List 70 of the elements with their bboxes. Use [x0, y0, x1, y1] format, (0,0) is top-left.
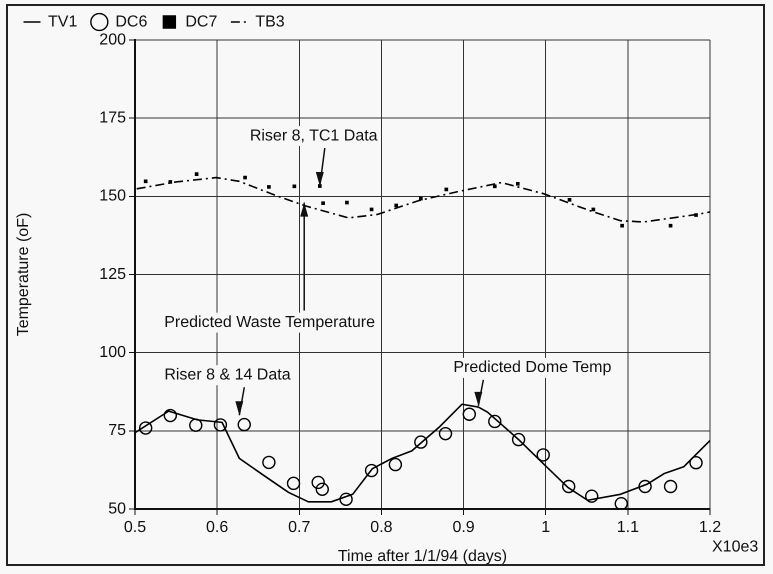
- point: [620, 224, 624, 228]
- y-axis-title: Temperature (oF): [15, 212, 32, 336]
- y-tick-label: 75: [108, 422, 126, 440]
- legend-label: TV1: [48, 13, 78, 30]
- x-tick-label: 1.1: [616, 519, 640, 536]
- point: [512, 432, 526, 446]
- point: [516, 182, 520, 186]
- point: [585, 489, 598, 503]
- point: [238, 418, 251, 432]
- x-tick-label: 0.7: [288, 519, 311, 536]
- point: [664, 480, 678, 494]
- point: [488, 414, 502, 428]
- point: [345, 200, 349, 204]
- point: [592, 208, 596, 212]
- point: [214, 418, 228, 432]
- point: [444, 188, 448, 192]
- point: [689, 456, 703, 470]
- annotation: Predicted Dome Temp: [453, 359, 612, 376]
- y-tick-label: 100: [99, 344, 126, 362]
- x-tick-label: 0.9: [452, 519, 475, 536]
- point: [562, 480, 576, 494]
- point: [189, 418, 202, 432]
- annotation: Predicted Waste Temperature: [164, 314, 376, 331]
- point: [492, 184, 497, 188]
- legend-label: TB3: [255, 13, 285, 30]
- point: [370, 208, 374, 212]
- point: [164, 408, 178, 422]
- point: [144, 179, 148, 184]
- point: [438, 426, 452, 440]
- point: [243, 176, 247, 180]
- point: [536, 448, 550, 462]
- y-tick-label: 125: [99, 266, 126, 283]
- y-tick-label: 200: [99, 31, 126, 48]
- x-tick-label: 0.8: [370, 519, 393, 536]
- legend-label: DC7: [185, 13, 218, 30]
- point: [168, 180, 172, 184]
- point: [388, 458, 402, 472]
- y-tick-label: 150: [99, 188, 126, 205]
- point: [462, 408, 476, 421]
- x-tick-label: 1.2: [698, 519, 722, 536]
- point: [138, 421, 152, 435]
- point: [194, 172, 198, 176]
- point: [638, 480, 652, 494]
- point: [394, 204, 398, 208]
- point: [316, 482, 329, 496]
- point: [292, 184, 296, 188]
- point: [262, 456, 276, 470]
- legend-label: DC6: [115, 13, 148, 30]
- point: [568, 198, 572, 202]
- point: [668, 224, 672, 228]
- point: [614, 496, 628, 509]
- point: [311, 476, 325, 490]
- x-tick-label: 0.6: [206, 519, 228, 536]
- point: [414, 435, 428, 449]
- point: [339, 492, 353, 506]
- point: [267, 185, 271, 189]
- x-tick-label: 1: [541, 519, 550, 536]
- y-tick-label: 50: [108, 500, 126, 518]
- text: X10e3: [712, 538, 758, 556]
- point: [286, 476, 300, 490]
- point: [419, 196, 423, 200]
- y-tick-label: 175: [99, 110, 126, 127]
- x-axis-title: Time after 1/1/94 (days): [338, 548, 508, 565]
- point: [364, 464, 378, 478]
- annotation: Riser 8, TC1 Data: [250, 127, 378, 144]
- annotation: Riser 8 & 14 Data: [164, 366, 291, 384]
- point: [694, 213, 698, 217]
- x-tick-label: 0.5: [124, 519, 146, 536]
- line-series: [136, 176, 710, 223]
- point: [321, 201, 325, 206]
